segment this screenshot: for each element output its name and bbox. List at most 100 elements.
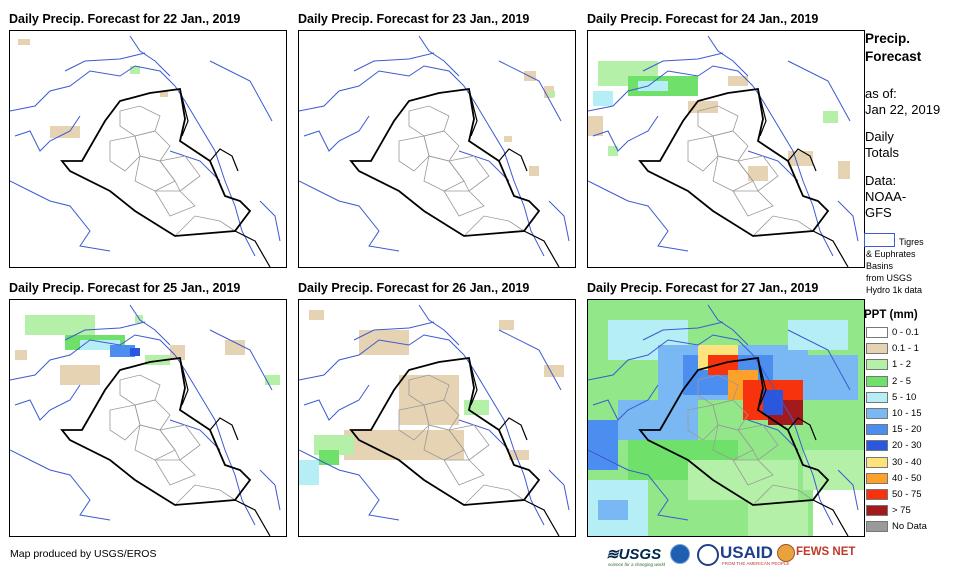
river-basin-line: [169, 150, 221, 182]
map-panel-27-jan: [587, 299, 865, 537]
basemap: [299, 304, 570, 536]
basemap: [588, 304, 859, 536]
river-basin-line: [174, 85, 256, 257]
asof-label: as of:: [865, 86, 897, 101]
province-boundary: [732, 190, 774, 217]
neighbor-border: [812, 230, 849, 267]
province-boundary: [423, 155, 465, 192]
map-panel-25-jan: [9, 299, 287, 537]
province-boundary: [109, 404, 141, 441]
ppt-swatch: [866, 489, 888, 500]
province-boundary: [398, 135, 430, 172]
country-border: [349, 87, 541, 237]
river-basin-line: [303, 384, 370, 421]
river-basin-line: [353, 52, 435, 72]
map-panel-24-jan: [587, 30, 865, 268]
river-basin-line: [642, 321, 724, 341]
neighbor-border: [209, 148, 239, 172]
ppt-swatch: [866, 408, 888, 419]
basin-text-line4: from USGS: [866, 273, 913, 283]
ppt-swatch-label: 10 - 15: [892, 408, 922, 419]
basin-text-line3: Basins: [866, 261, 894, 271]
neighbor-border: [787, 148, 817, 172]
river-basin-line: [299, 65, 465, 112]
map-panel-23-jan: [298, 30, 576, 268]
data-source-line1: Data:: [865, 173, 897, 188]
river-basin-line: [259, 200, 281, 242]
river-basin-line: [10, 65, 176, 112]
river-basin-line: [463, 354, 545, 526]
province-boundary: [159, 155, 201, 192]
ppt-swatch-label: 2 - 5: [892, 375, 912, 387]
ppt-swatch: [866, 472, 888, 484]
river-basin-line: [299, 334, 465, 381]
province-boundary: [174, 215, 236, 237]
asof-date: Jan 22, 2019: [865, 102, 941, 117]
ppt-swatch-label: 5 - 10: [892, 391, 917, 403]
map-svg-26-jan: [299, 304, 570, 536]
river-basin-line: [353, 321, 435, 341]
river-basin-line: [592, 384, 659, 421]
river-basin-line: [169, 419, 221, 451]
province-boundary: [687, 404, 719, 441]
precip-layer: [299, 310, 564, 485]
river-basin-line: [209, 60, 273, 122]
usgs-logo-text: USGS: [618, 546, 662, 563]
usgs-tagline: science for a changing world: [608, 562, 666, 567]
river-basin-line: [752, 85, 834, 257]
basin-text-line1: Tigres: [899, 237, 924, 247]
river-basin-line: [10, 334, 176, 381]
neighbor-border: [523, 230, 560, 267]
province-boundary: [423, 424, 465, 461]
neighbor-border: [498, 148, 528, 172]
daily-label-line2: Totals: [865, 145, 899, 160]
province-boundary: [448, 155, 490, 192]
province-boundary: [712, 155, 754, 192]
usgs-logo-mark: ≋: [606, 546, 619, 563]
ppt-swatch: [866, 375, 888, 387]
province-boundary: [463, 215, 525, 237]
river-basin-line: [64, 52, 146, 72]
ppt-swatch: [866, 391, 888, 403]
usaid-logo-text: USAID: [720, 543, 773, 562]
province-boundary: [752, 484, 814, 506]
river-basin-line: [458, 150, 510, 182]
map-svg-27-jan: [588, 300, 864, 536]
neighbor-border: [179, 357, 189, 406]
province-boundary: [174, 484, 236, 506]
river-basin-line: [588, 449, 689, 521]
river-basin-line: [174, 354, 256, 526]
province-boundary: [134, 424, 176, 461]
ppt-swatch: [866, 521, 888, 533]
usaid-tagline: FROM THE AMERICAN PEOPLE: [722, 561, 790, 566]
ppt-swatch-label: 50 - 75: [892, 489, 922, 500]
panel-title-23-jan: Daily Precip. Forecast for 23 Jan., 2019: [298, 12, 530, 26]
river-basin-line: [463, 85, 545, 257]
usgs-logo: ≋USGS: [606, 545, 661, 563]
map-svg-24-jan: [588, 35, 859, 267]
province-boundary: [134, 155, 176, 192]
neighbor-border: [498, 417, 528, 441]
ppt-swatch: [866, 359, 888, 371]
legend-title-line1: Precip.: [865, 31, 911, 46]
river-basin-line: [548, 469, 570, 511]
river-basin-line: [707, 35, 749, 77]
province-boundary: [109, 135, 141, 172]
basemap: [588, 35, 859, 267]
ppt-swatch: [866, 424, 888, 436]
neighbor-border: [209, 417, 239, 441]
panel-title-24-jan: Daily Precip. Forecast for 24 Jan., 2019: [587, 12, 819, 26]
country-border: [60, 87, 252, 237]
precip-layer: [588, 61, 850, 181]
river-basin-line: [787, 329, 851, 391]
country-border: [638, 87, 830, 237]
country-border: [349, 356, 541, 506]
river-basin-line: [458, 419, 510, 451]
fews-net-globe-icon: [777, 544, 795, 562]
ppt-swatch: [866, 327, 888, 338]
river-basin-line: [498, 60, 562, 122]
province-boundary: [463, 484, 525, 506]
river-basin-line: [10, 180, 111, 252]
province-boundary: [687, 135, 719, 172]
neighbor-border: [468, 357, 478, 406]
